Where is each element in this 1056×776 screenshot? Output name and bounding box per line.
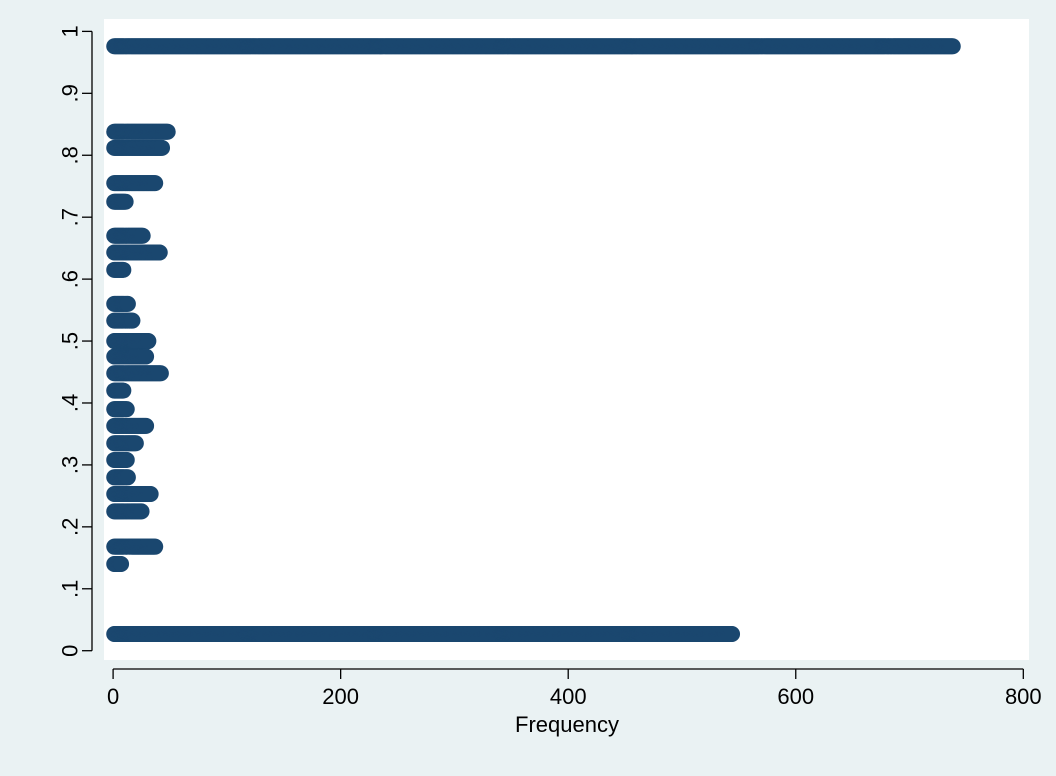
y-tick-label: .4 xyxy=(58,394,83,412)
x-axis-label: Frequency xyxy=(515,712,619,737)
data-point xyxy=(147,175,164,192)
y-tick-label: .6 xyxy=(57,270,82,288)
data-point xyxy=(140,333,157,350)
data-point xyxy=(159,123,176,140)
y-tick-label: 0 xyxy=(58,645,83,657)
y-tick-label: .1 xyxy=(57,580,82,598)
data-point xyxy=(134,227,151,244)
y-tick-label: .9 xyxy=(57,84,82,102)
data-point xyxy=(138,417,155,434)
y-tick-label: .8 xyxy=(58,146,83,164)
data-point xyxy=(115,382,132,399)
data-point xyxy=(147,538,164,555)
x-axis: 0 200 400 600 800 xyxy=(107,668,1042,709)
data-point xyxy=(118,401,135,418)
x-tick-label: 600 xyxy=(777,684,814,709)
x-tick-label: 200 xyxy=(322,684,359,709)
x-tick-label: 400 xyxy=(550,684,587,709)
data-points xyxy=(106,38,961,642)
data-point xyxy=(142,486,159,503)
y-tick-label: .3 xyxy=(58,456,83,474)
x-tick-label: 0 xyxy=(107,684,119,709)
data-point xyxy=(113,556,130,572)
data-point xyxy=(119,469,136,486)
data-point xyxy=(119,295,136,312)
plot-area xyxy=(104,19,1029,660)
y-tick-label: 1 xyxy=(57,25,82,37)
y-tick-label: .5 xyxy=(57,332,82,350)
data-point xyxy=(115,261,132,278)
data-point xyxy=(151,244,168,261)
data-point xyxy=(944,38,961,55)
data-point xyxy=(118,451,135,468)
data-point xyxy=(124,312,141,329)
y-tick-label: .7 xyxy=(58,208,83,226)
data-point xyxy=(154,139,171,156)
x-tick-label: 800 xyxy=(1005,684,1042,709)
y-tick-label: .2 xyxy=(57,518,82,536)
data-point xyxy=(724,625,741,642)
data-point xyxy=(117,193,134,210)
data-point xyxy=(152,365,169,382)
y-axis: 0 .1 .2 .3 .4 .5 .6 .7 .8 .9 1 xyxy=(57,25,93,657)
data-point xyxy=(138,348,155,365)
data-point xyxy=(133,503,150,520)
data-point xyxy=(127,435,144,452)
